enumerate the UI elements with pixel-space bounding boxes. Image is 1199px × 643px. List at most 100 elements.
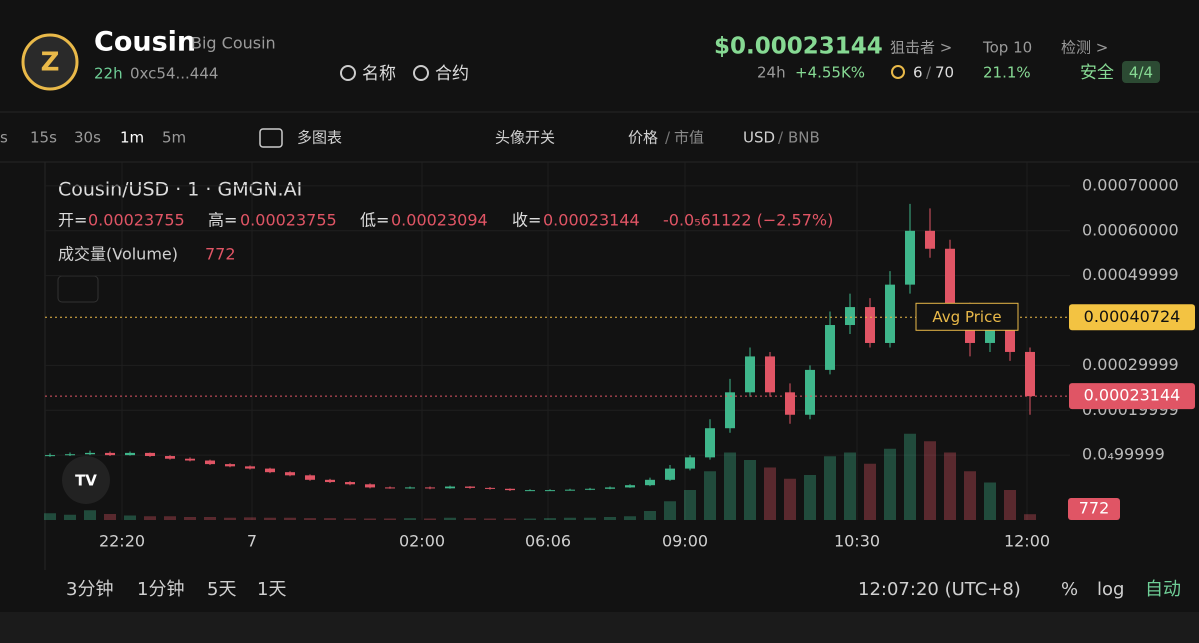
candle-body bbox=[165, 456, 175, 459]
check-label[interactable]: 检测 > bbox=[1061, 39, 1108, 57]
candle-body bbox=[145, 452, 155, 457]
alt-currency[interactable]: BNB bbox=[788, 129, 820, 147]
snipers-label[interactable]: 狙击者 > bbox=[890, 39, 952, 57]
check: 安全 bbox=[1080, 63, 1114, 83]
svg-text:/: / bbox=[778, 129, 784, 147]
volume-bar bbox=[224, 517, 236, 520]
snipers: 6 bbox=[913, 64, 923, 82]
interval[interactable]: 5m bbox=[162, 129, 186, 147]
candle-body bbox=[765, 356, 775, 393]
volume-bar bbox=[144, 516, 156, 520]
svg-text:/: / bbox=[665, 129, 671, 147]
last-price-tag bbox=[1069, 383, 1195, 410]
check-score: 4/4 bbox=[1129, 64, 1153, 82]
candle-body bbox=[845, 307, 855, 326]
range-button[interactable]: 1天 bbox=[257, 579, 286, 600]
volume-bar bbox=[984, 482, 996, 520]
candle-body bbox=[1005, 329, 1015, 352]
volume-bar bbox=[1004, 490, 1016, 520]
volume-bar bbox=[164, 516, 176, 520]
ohlc-open: 0.00023755 bbox=[88, 211, 185, 230]
candle-body bbox=[125, 452, 135, 456]
top10-label: Top 10 bbox=[982, 39, 1032, 57]
currency[interactable]: USD bbox=[743, 129, 775, 147]
clock: 12:07:20 (UTC+8) bbox=[858, 579, 1021, 600]
range-button[interactable]: 1分钟 bbox=[137, 579, 184, 600]
volume-bar bbox=[844, 452, 856, 520]
candle-body bbox=[305, 475, 315, 480]
range-button[interactable]: 5天 bbox=[207, 579, 236, 600]
volume-bar bbox=[764, 467, 776, 520]
ohlc-low-label: 低= bbox=[360, 211, 389, 230]
ohlc-low: 0.00023094 bbox=[391, 211, 488, 230]
interval[interactable]: 15s bbox=[30, 129, 57, 147]
interval[interactable]: 1m bbox=[120, 129, 144, 147]
search-contract[interactable]: 合约 bbox=[435, 64, 469, 84]
token-address[interactable]: 0xc54...444 bbox=[130, 65, 218, 83]
volume-bar bbox=[104, 514, 116, 520]
x-tick-label: 22:20 bbox=[99, 532, 145, 551]
volume-bar bbox=[404, 518, 416, 520]
change: +4.55K% bbox=[795, 64, 865, 82]
volume-bar bbox=[564, 517, 576, 520]
candle-body bbox=[685, 457, 695, 469]
ohlc-change: -0.0₅61122 (−2.57%) bbox=[663, 211, 833, 230]
volume-bar bbox=[604, 517, 616, 520]
x-tick-label: 02:00 bbox=[399, 532, 445, 551]
volume-bar bbox=[504, 518, 516, 520]
svg-text:TV: TV bbox=[75, 472, 97, 490]
price: $0.00023144 bbox=[714, 34, 883, 60]
candle-body bbox=[745, 356, 755, 393]
candle-body bbox=[545, 490, 555, 492]
volume-bar bbox=[704, 471, 716, 520]
candle-body bbox=[45, 455, 55, 457]
volume-bar bbox=[44, 513, 56, 520]
auto-toggle[interactable]: 自动 bbox=[1145, 579, 1181, 600]
volume-label: 成交量(Volume) bbox=[58, 245, 178, 264]
volume-bar bbox=[484, 518, 496, 520]
x-tick-label: 06:06 bbox=[525, 532, 571, 551]
volume-bar bbox=[184, 517, 196, 520]
price-toggle[interactable]: 价格 bbox=[628, 129, 658, 147]
candle-body bbox=[185, 458, 195, 461]
candle-body bbox=[645, 479, 655, 486]
multi-chart[interactable]: 多图表 bbox=[297, 129, 342, 147]
candle-body bbox=[225, 464, 235, 467]
candle-body bbox=[485, 487, 495, 489]
interval[interactable]: 30s bbox=[74, 129, 101, 147]
last-price-value: 0.00023144 bbox=[1084, 386, 1181, 405]
candle-body bbox=[525, 490, 535, 492]
ohlc-close: 0.00023144 bbox=[543, 211, 640, 230]
candle-body bbox=[565, 489, 575, 491]
volume-bar bbox=[244, 517, 256, 520]
candle-body bbox=[945, 248, 955, 312]
log-toggle[interactable]: log bbox=[1097, 579, 1124, 600]
candle-body bbox=[505, 488, 515, 491]
volume-bar bbox=[904, 433, 916, 520]
range-button[interactable]: 3分钟 bbox=[66, 579, 113, 600]
volume-bar bbox=[784, 478, 796, 520]
interval[interactable]: s bbox=[0, 129, 8, 147]
candle-body bbox=[585, 488, 595, 490]
percent-toggle[interactable]: % bbox=[1061, 579, 1078, 600]
ohlc-open-label: 开= bbox=[58, 211, 87, 230]
candle-body bbox=[345, 482, 355, 485]
volume-bar bbox=[424, 518, 436, 520]
volume-bar bbox=[924, 441, 936, 520]
search-name[interactable]: 名称 bbox=[362, 64, 396, 84]
token-name: Cousin bbox=[94, 27, 196, 58]
candle-body bbox=[265, 468, 275, 473]
x-tick-label: 7 bbox=[247, 532, 257, 551]
market-cap-toggle[interactable]: 市值 bbox=[674, 129, 704, 147]
y-tick-label: 0.00029999 bbox=[1082, 355, 1179, 374]
y-tick-label: 0.00060000 bbox=[1082, 220, 1179, 239]
volume-value: 772 bbox=[205, 245, 236, 264]
avatar-toggle[interactable]: 头像开关 bbox=[495, 129, 555, 147]
volume-tag-value: 772 bbox=[1079, 499, 1110, 518]
candle-body bbox=[825, 325, 835, 370]
candle-body bbox=[865, 307, 875, 343]
volume-bar bbox=[304, 518, 316, 520]
volume-bar bbox=[124, 515, 136, 520]
candle-body bbox=[205, 460, 215, 465]
candle-body bbox=[705, 428, 715, 458]
